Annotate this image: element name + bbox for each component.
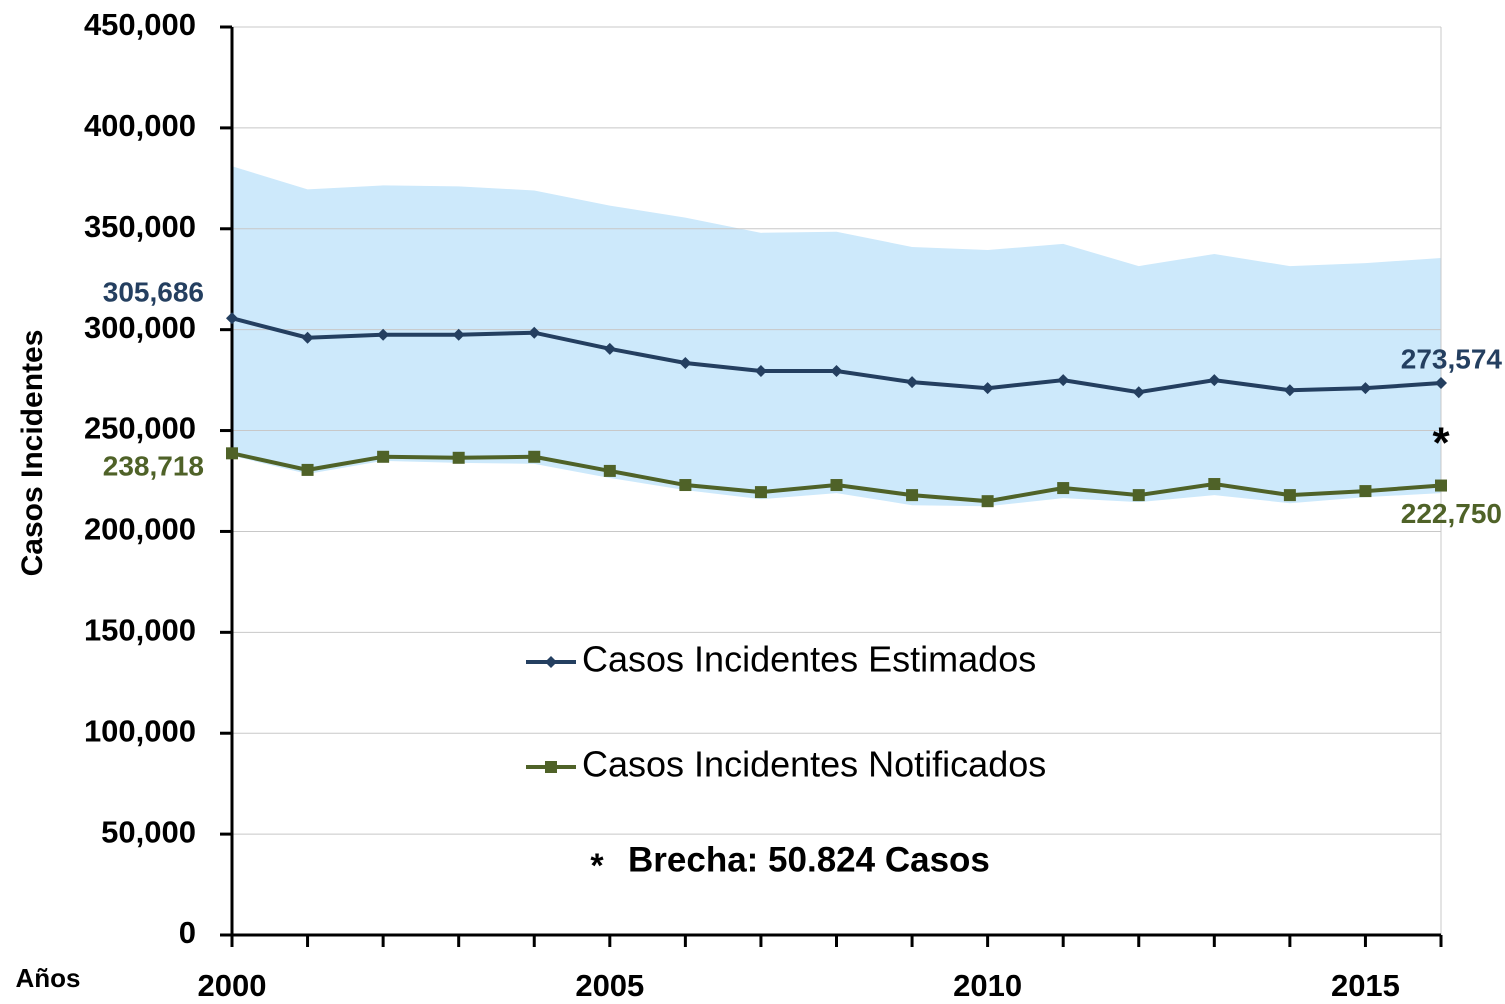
point	[981, 495, 994, 508]
y-tick-label: 400,000	[84, 108, 196, 143]
point	[301, 331, 314, 344]
band-area	[232, 166, 1441, 507]
point	[830, 365, 843, 378]
point	[1132, 386, 1145, 399]
y-tick-label: 150,000	[84, 613, 196, 648]
point	[1283, 489, 1296, 502]
annotation-text: Brecha: 50.824 Casos	[628, 840, 990, 879]
point	[1435, 376, 1447, 389]
point	[754, 486, 767, 499]
point	[528, 450, 541, 463]
legend-marker	[545, 761, 557, 773]
x-tick-label: 2010	[953, 968, 1022, 1003]
y-tick-label: 450,000	[84, 7, 196, 42]
gap-marker: *	[1432, 419, 1450, 468]
point	[452, 328, 465, 341]
point	[1359, 382, 1372, 395]
value-label: 273,574	[1401, 343, 1503, 374]
value-label: 305,686	[103, 277, 204, 308]
point	[1359, 485, 1372, 498]
y-tick-label: 100,000	[84, 713, 196, 748]
legend-label: Casos Incidentes Notificados	[582, 744, 1046, 785]
point	[452, 451, 465, 464]
point	[1057, 482, 1070, 495]
point	[906, 489, 919, 502]
point	[1283, 384, 1296, 397]
point	[679, 479, 692, 492]
point	[679, 356, 692, 369]
x-tick-label: 2015	[1331, 968, 1400, 1003]
y-axis-label: Casos Incidentes	[16, 330, 49, 577]
x-tick-label: 2005	[575, 968, 644, 1003]
point	[1208, 478, 1221, 491]
point	[377, 328, 390, 341]
y-tick-label: 300,000	[84, 310, 196, 345]
y-tick-label: 250,000	[84, 411, 196, 446]
point	[377, 450, 390, 463]
x-tick-label: 2000	[198, 968, 267, 1003]
point	[1208, 374, 1221, 387]
point	[226, 312, 238, 325]
annotation-symbol: *	[590, 847, 604, 885]
point	[830, 479, 843, 492]
y-tick-label: 200,000	[84, 512, 196, 547]
point	[603, 342, 616, 355]
point	[528, 326, 541, 339]
y-tick-label: 350,000	[84, 209, 196, 244]
y-tick-label: 0	[179, 915, 196, 950]
y-tick-label: 50,000	[101, 814, 196, 849]
value-label: 222,750	[1401, 498, 1502, 529]
x-axis-label: Años	[16, 963, 81, 993]
point	[906, 376, 919, 389]
point	[226, 447, 238, 460]
value-label: 238,718	[103, 451, 204, 482]
point	[1132, 489, 1145, 502]
point	[981, 382, 994, 395]
point	[1057, 374, 1070, 387]
legend-label: Casos Incidentes Estimados	[582, 639, 1036, 680]
point	[754, 365, 767, 378]
point	[301, 463, 314, 476]
point	[603, 464, 616, 477]
legend-marker	[545, 656, 557, 668]
point	[1435, 479, 1447, 492]
